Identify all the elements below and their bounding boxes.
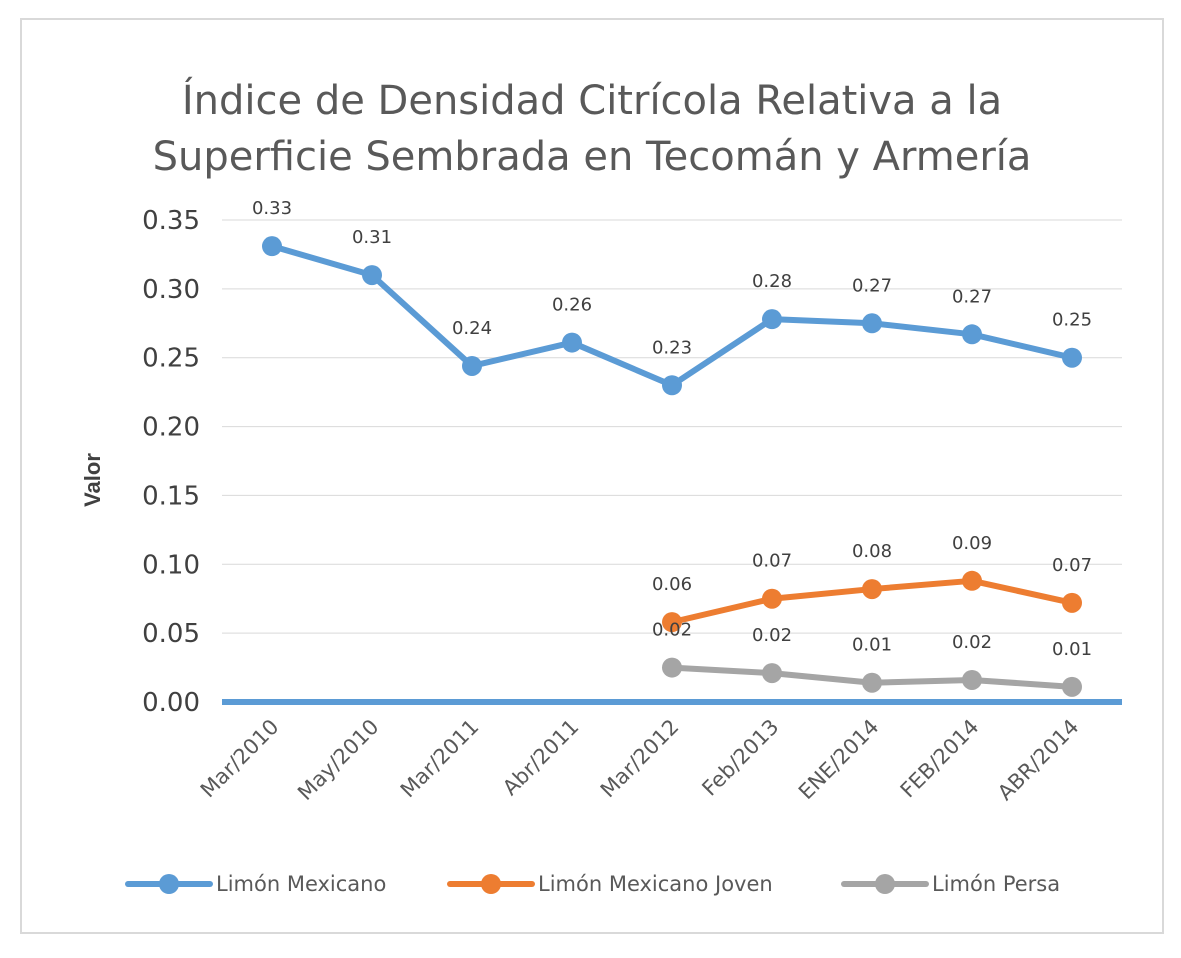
x-tick-label: Mar/2011 <box>396 715 484 803</box>
data-label: 0.01 <box>1052 639 1092 660</box>
data-point <box>1062 676 1082 697</box>
data-point <box>262 236 282 257</box>
data-label: 0.27 <box>852 275 892 296</box>
data-label: 0.23 <box>652 337 692 358</box>
y-tick-label: 0.25 <box>142 344 200 374</box>
data-label: 0.27 <box>952 286 992 307</box>
x-tick-label: Feb/2013 <box>697 715 783 801</box>
data-label: 0.01 <box>852 635 892 656</box>
line-chart: Índice de Densidad Citrícola Relativa a … <box>80 76 1122 896</box>
legend-marker <box>875 874 895 894</box>
data-point <box>1062 347 1082 368</box>
data-point <box>862 313 882 334</box>
data-label: 0.25 <box>1052 310 1092 331</box>
data-point <box>862 579 882 600</box>
legend-marker <box>159 874 179 894</box>
series-1 <box>662 570 1082 633</box>
data-point <box>762 588 782 609</box>
legend-label: Limón Mexicano Joven <box>538 872 773 896</box>
data-point <box>662 375 682 396</box>
data-label: 0.02 <box>652 620 692 641</box>
data-point <box>762 663 782 684</box>
data-point <box>362 265 382 286</box>
data-label: 0.08 <box>852 541 892 562</box>
data-point <box>562 332 582 353</box>
y-tick-label: 0.05 <box>142 619 200 649</box>
legend-label: Limón Mexicano <box>216 872 386 896</box>
data-label: 0.28 <box>752 271 792 292</box>
y-axis-ticks: 0.00 0.05 0.10 0.15 0.20 0.25 0.30 0.35 <box>142 206 200 718</box>
data-point <box>962 669 982 690</box>
data-label: 0.31 <box>352 227 392 248</box>
chart-title-line-1: Índice de Densidad Citrícola Relativa a … <box>182 76 1002 124</box>
x-tick-label: Mar/2012 <box>596 715 684 803</box>
series-0 <box>262 236 1082 396</box>
legend-item: Limón Mexicano Joven <box>447 872 773 896</box>
data-label: 0.02 <box>752 625 792 646</box>
legend: Limón Mexicano Limón Mexicano Joven Limón … <box>125 872 1060 896</box>
legend-marker <box>481 874 501 894</box>
x-tick-label: FEB/2014 <box>896 715 984 803</box>
data-label: 0.09 <box>952 533 992 554</box>
data-label: 0.24 <box>452 318 492 339</box>
x-tick-label: ENE/2014 <box>794 715 884 805</box>
y-axis-label: Valor <box>80 453 105 507</box>
data-label: 0.07 <box>1052 555 1092 576</box>
data-point <box>462 355 482 376</box>
data-label: 0.02 <box>952 632 992 653</box>
y-tick-label: 0.10 <box>142 550 200 580</box>
data-point <box>662 657 682 678</box>
data-labels: 0.33 0.31 0.24 0.26 0.23 0.28 0.27 0.27 0.25 0.06… <box>252 198 1092 660</box>
x-tick-label: ABR/2014 <box>993 715 1083 805</box>
data-point <box>762 309 782 330</box>
legend-item: Limón Mexicano <box>125 872 386 896</box>
series-line <box>269 243 1075 389</box>
series <box>262 236 1082 697</box>
series-2 <box>662 657 1082 697</box>
legend-item: Limón Persa <box>841 872 1060 896</box>
data-point <box>962 324 982 345</box>
data-label: 0.26 <box>552 295 592 316</box>
data-label: 0.06 <box>652 574 692 595</box>
chart-frame: Índice de Densidad Citrícola Relativa a … <box>20 18 1164 934</box>
x-axis-ticks: Mar/2010 May/2010 Mar/2011 Abr/2011 Mar/2012… <box>196 715 1084 805</box>
y-tick-label: 0.20 <box>142 413 200 443</box>
gridlines <box>222 219 1122 634</box>
data-label: 0.07 <box>752 551 792 572</box>
data-point <box>662 612 682 633</box>
chart-title: Índice de Densidad Citrícola Relativa a … <box>153 76 1032 180</box>
y-tick-label: 0.15 <box>142 481 200 511</box>
data-label: 0.33 <box>252 198 292 219</box>
y-tick-label: 0.30 <box>142 275 200 305</box>
y-tick-label: 0.00 <box>142 688 200 718</box>
data-point <box>962 570 982 591</box>
data-point <box>1062 592 1082 613</box>
legend-label: Limón Persa <box>932 872 1060 896</box>
x-tick-label: Abr/2011 <box>498 715 583 800</box>
data-point <box>862 672 882 693</box>
y-tick-label: 0.35 <box>142 206 200 236</box>
x-tick-label: Mar/2010 <box>196 715 284 803</box>
x-tick-label: May/2010 <box>293 715 383 805</box>
chart-title-line-2: Superficie Sembrada en Tecomán y Armería <box>153 134 1032 180</box>
